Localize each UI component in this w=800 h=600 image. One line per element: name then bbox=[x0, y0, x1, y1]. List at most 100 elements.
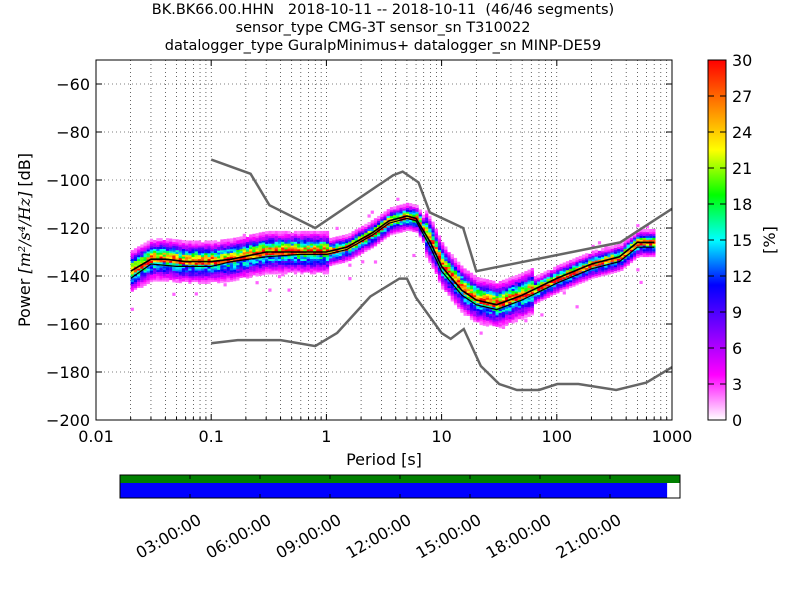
heatmap-cell bbox=[255, 265, 259, 269]
heatmap-cell bbox=[265, 258, 269, 262]
heatmap-cell bbox=[146, 280, 150, 285]
heatmap-cell bbox=[188, 242, 192, 246]
heatmap-cell bbox=[473, 319, 477, 323]
heatmap-cell bbox=[485, 302, 490, 306]
heatmap-cell bbox=[309, 265, 314, 269]
heatmap-cell bbox=[489, 318, 493, 322]
heatmap-cell bbox=[425, 237, 429, 241]
heatmap-cell bbox=[629, 240, 634, 244]
heatmap-cell bbox=[322, 263, 326, 267]
heatmap-cell bbox=[191, 271, 195, 275]
heatmap-cell bbox=[313, 265, 317, 269]
heatmap-cell bbox=[434, 251, 438, 255]
y-tick-label: −200 bbox=[46, 411, 90, 430]
heatmap-cell bbox=[146, 271, 150, 275]
heatmap-cell bbox=[271, 240, 275, 244]
heatmap-cell bbox=[255, 235, 259, 239]
heatmap-cell bbox=[268, 240, 272, 244]
heatmap-cell bbox=[466, 272, 470, 276]
heatmap-cell bbox=[380, 221, 384, 225]
heatmap-cell bbox=[642, 242, 646, 246]
heatmap-cell bbox=[626, 237, 630, 241]
heatmap-cell bbox=[156, 243, 160, 247]
heatmap-cell bbox=[300, 244, 304, 248]
heatmap-cell bbox=[351, 246, 355, 250]
heatmap-cell bbox=[447, 290, 451, 294]
heatmap-cell bbox=[210, 253, 214, 258]
heatmap-cell bbox=[373, 227, 378, 231]
psd-coverage-bar bbox=[120, 483, 668, 498]
heatmap-cell bbox=[143, 255, 147, 260]
heatmap-cell bbox=[629, 248, 634, 252]
heatmap-cell bbox=[271, 255, 275, 259]
heatmap-cell bbox=[473, 290, 477, 294]
heatmap-cell bbox=[313, 261, 317, 265]
heatmap-cell bbox=[444, 258, 448, 262]
heatmap-cell bbox=[220, 239, 224, 243]
heatmap-cell bbox=[549, 276, 554, 280]
heatmap-cell bbox=[197, 261, 202, 265]
heatmap-cell bbox=[220, 252, 224, 256]
heatmap-cell bbox=[511, 305, 515, 309]
heatmap-cell bbox=[290, 257, 294, 261]
heatmap-cell bbox=[271, 259, 275, 263]
heatmap-cell bbox=[450, 271, 454, 275]
heatmap-cell bbox=[233, 272, 237, 276]
heatmap-cell bbox=[380, 236, 384, 240]
heatmap-cell bbox=[197, 263, 202, 267]
heatmap-cell bbox=[399, 221, 403, 225]
heatmap-cell bbox=[604, 245, 608, 249]
heatmap-cell bbox=[153, 266, 157, 271]
heatmap-cell bbox=[479, 316, 483, 320]
heatmap-cell bbox=[476, 282, 480, 286]
heatmap-cell bbox=[207, 242, 211, 246]
heatmap-cell bbox=[380, 223, 384, 227]
heatmap-cell bbox=[530, 312, 534, 316]
heatmap-cell bbox=[175, 250, 179, 254]
heatmap-cell bbox=[370, 245, 374, 249]
heatmap-cell bbox=[290, 263, 294, 267]
heatmap-cell bbox=[501, 287, 506, 291]
heatmap-cell bbox=[492, 315, 496, 319]
heatmap-cell bbox=[287, 257, 291, 261]
heatmap-cell bbox=[284, 232, 288, 236]
heatmap-cell bbox=[245, 252, 250, 256]
heatmap-cell bbox=[626, 239, 630, 243]
heatmap-cell bbox=[476, 277, 480, 281]
heatmap-cell bbox=[165, 270, 170, 274]
heatmap-cell bbox=[511, 310, 515, 314]
heatmap-cell bbox=[287, 265, 291, 269]
heatmap-cell bbox=[572, 283, 576, 287]
heatmap-cell bbox=[165, 261, 170, 265]
heatmap-cell bbox=[565, 278, 570, 282]
heatmap-cell bbox=[354, 254, 358, 258]
heatmap-cell bbox=[159, 261, 163, 265]
heatmap-cell bbox=[210, 277, 214, 281]
heatmap-cell bbox=[178, 253, 182, 257]
heatmap-cell bbox=[329, 241, 333, 245]
heatmap-cell bbox=[495, 314, 499, 318]
heatmap-cell bbox=[233, 237, 237, 241]
heatmap-cell bbox=[505, 278, 509, 282]
heatmap-cell bbox=[185, 275, 189, 279]
heatmap-cell bbox=[425, 254, 429, 258]
heatmap-cell bbox=[501, 299, 506, 303]
heatmap-cell bbox=[511, 303, 515, 307]
heatmap-cell bbox=[325, 257, 330, 261]
heatmap-cell bbox=[441, 280, 445, 284]
heatmap-cell bbox=[229, 251, 234, 255]
heatmap-cell bbox=[479, 331, 483, 335]
heatmap-cell bbox=[463, 312, 467, 316]
heatmap-cell bbox=[578, 263, 582, 267]
heatmap-cell bbox=[428, 235, 432, 239]
heatmap-cell bbox=[559, 267, 563, 271]
heatmap-cell bbox=[188, 271, 192, 275]
heatmap-cell bbox=[306, 252, 310, 256]
heatmap-cell bbox=[572, 258, 576, 262]
heatmap-cell bbox=[527, 300, 531, 304]
heatmap-cell bbox=[466, 285, 470, 290]
heatmap-cell bbox=[293, 253, 298, 258]
heatmap-cell bbox=[469, 284, 474, 288]
heatmap-cell bbox=[345, 253, 349, 257]
heatmap-cell bbox=[181, 266, 186, 271]
